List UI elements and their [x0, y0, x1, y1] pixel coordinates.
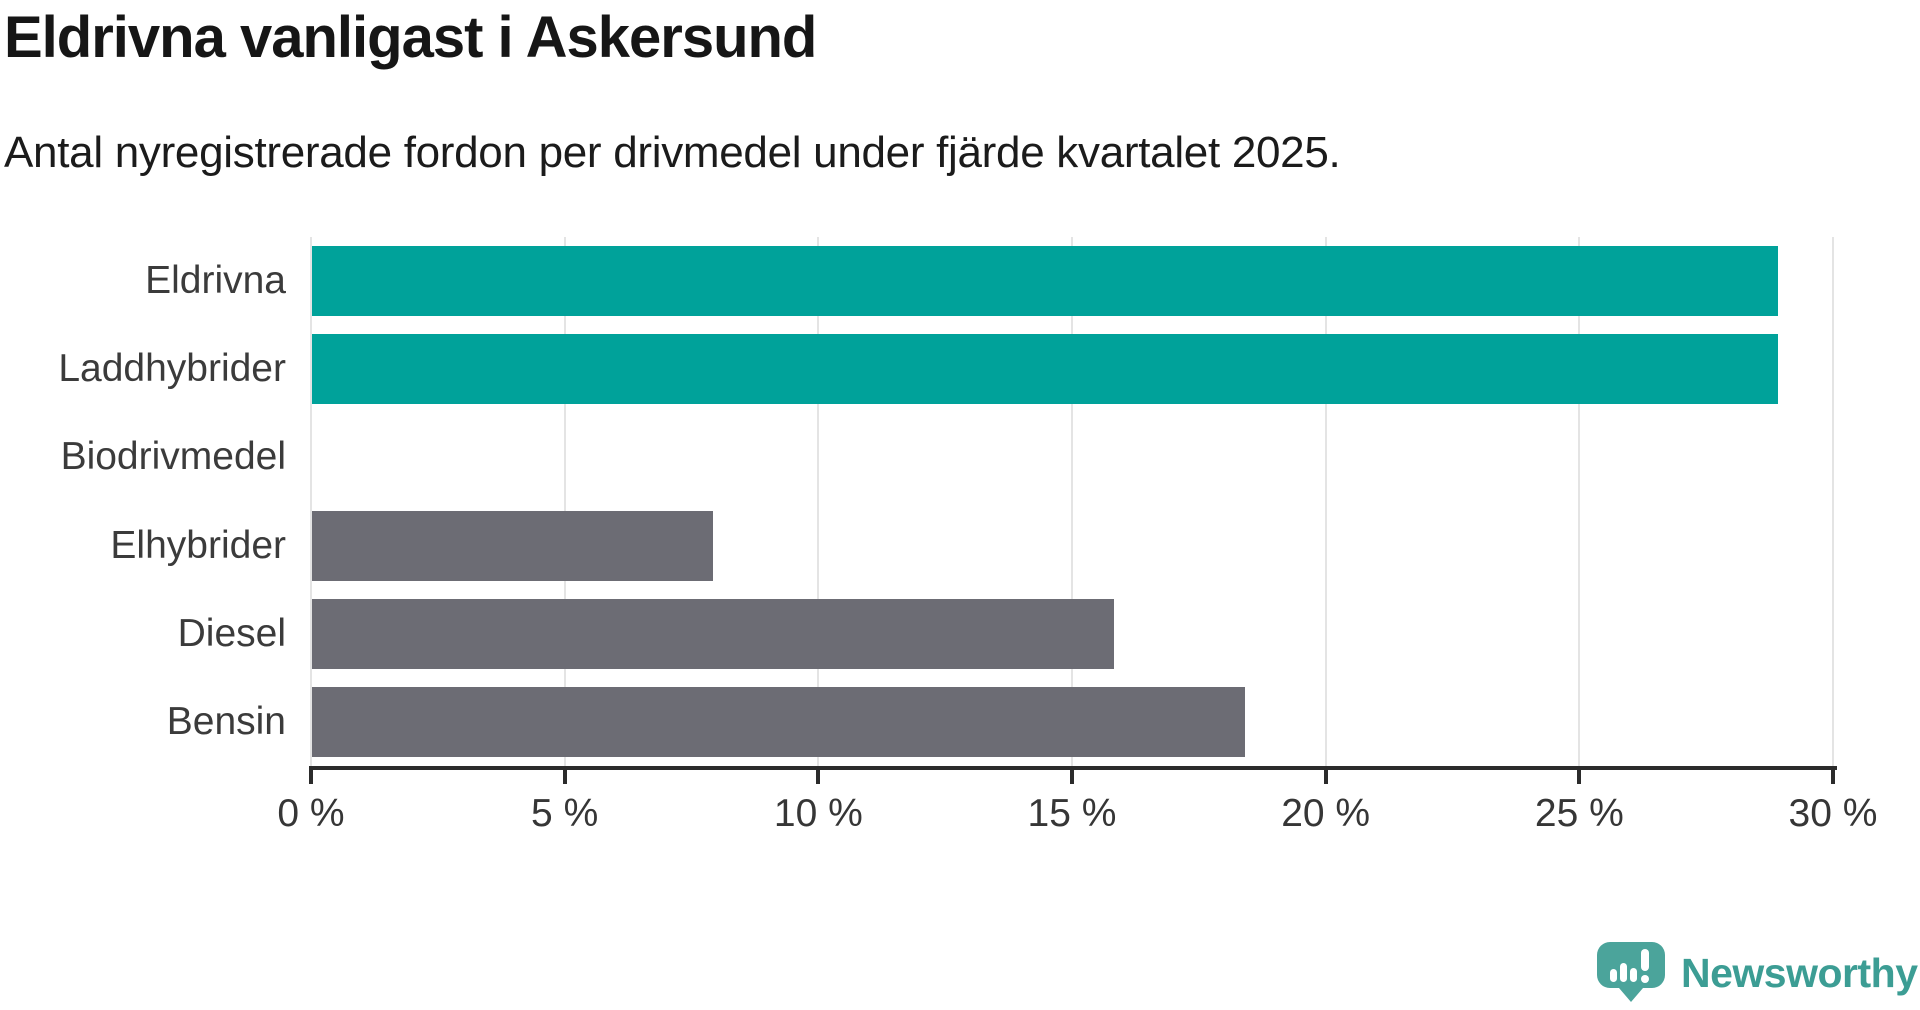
chart-title: Eldrivna vanligast i Askersund [4, 5, 817, 70]
x-axis-tick [1831, 766, 1835, 784]
x-axis-tick-label: 10 % [773, 792, 863, 835]
category-axis-labels: Eldrivna Laddhybrider Biodrivmedel Elhybrid… [0, 237, 286, 766]
gridline [1071, 237, 1073, 766]
gridline [310, 237, 312, 766]
x-axis-tick-label: 30 % [1788, 792, 1878, 835]
x-axis-tick-label: 20 % [1281, 792, 1371, 835]
newsworthy-logo-text: Newsworthy [1681, 950, 1918, 996]
bar-eldrivna [312, 246, 1779, 317]
chart-subtitle: Antal nyregistrerade fordon per drivmede… [4, 128, 1341, 177]
bar-elhybrider [312, 510, 713, 581]
x-axis-tick [309, 766, 313, 784]
x-axis-tick-label: 15 % [1027, 792, 1117, 835]
x-axis-tick [1323, 766, 1328, 784]
gridline [563, 237, 566, 766]
gridline [1324, 237, 1327, 766]
x-axis-tick-label: 5 % [531, 792, 599, 835]
bar-laddhybrider [312, 334, 1779, 405]
x-axis-tick [816, 766, 821, 784]
x-axis-tick-label: 25 % [1534, 792, 1624, 835]
x-axis-tick-label: 0 % [277, 792, 345, 835]
category-label: Diesel [177, 611, 286, 655]
category-label: Eldrivna [145, 259, 286, 303]
category-label: Elhybrider [110, 523, 286, 567]
bar-diesel [312, 598, 1114, 669]
gridline [1578, 237, 1581, 766]
gridline [817, 237, 820, 766]
bar-bensin [312, 686, 1246, 757]
x-axis-tick [1577, 766, 1582, 784]
newsworthy-logo: Newsworthy [1597, 942, 1918, 1002]
category-label: Bensin [166, 699, 286, 743]
x-axis-tick [562, 766, 567, 784]
category-label: Biodrivmedel [60, 435, 286, 479]
gridline [1832, 237, 1834, 766]
category-label: Laddhybrider [58, 347, 286, 391]
plot-area [310, 237, 1834, 766]
x-axis-tick [1070, 766, 1074, 784]
newsworthy-bubble-chart-icon [1597, 942, 1665, 1002]
